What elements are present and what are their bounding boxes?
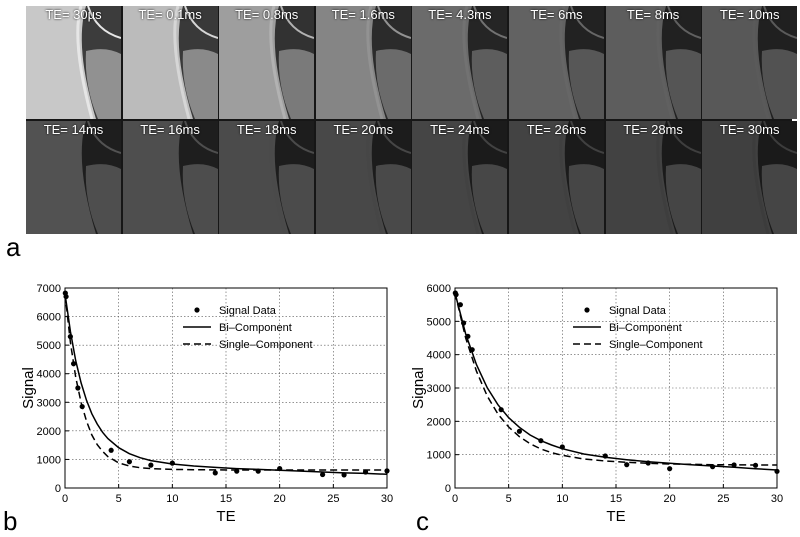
tile-te-label: TE= 26ms — [526, 122, 587, 137]
mri-tile: TE= 0.8ms — [219, 6, 315, 119]
tile-te-label: TE= 0.8ms — [235, 7, 299, 22]
y-tick-label: 6000 — [427, 283, 451, 295]
signal-data-point — [212, 470, 218, 476]
legend-label: Bi–Component — [219, 322, 292, 334]
x-tick-label: 0 — [62, 493, 68, 505]
mri-tile: TE= 20ms — [315, 121, 411, 234]
x-tick-label: 15 — [610, 493, 622, 505]
signal-data-point — [624, 462, 630, 468]
y-tick-label: 6000 — [37, 312, 61, 324]
y-axis-label: Signal — [20, 367, 37, 409]
legend-marker-points — [194, 307, 200, 313]
panel-letter-c: c — [416, 506, 429, 536]
mri-tile: TE= 16ms — [122, 121, 218, 234]
legend-marker-points — [584, 307, 590, 313]
y-tick-label: 5000 — [427, 316, 451, 328]
mri-tile: TE= 0.1ms — [122, 6, 218, 119]
plot-frame — [64, 287, 388, 489]
single-component-line — [64, 293, 387, 471]
y-tick-label: 2000 — [37, 426, 61, 438]
y-tick-label: 2000 — [427, 416, 451, 428]
signal-data-point — [516, 428, 522, 434]
mri-tile: TE= 18ms — [219, 121, 315, 234]
signal-data-point — [108, 447, 114, 453]
x-tick-label: 25 — [717, 493, 729, 505]
panel-letter-a: a — [6, 232, 21, 262]
y-tick-label: 5000 — [37, 340, 61, 352]
mri-tile: TE= 28ms — [605, 121, 701, 234]
single-component-line — [454, 292, 777, 466]
mri-tile: TE= 6ms — [509, 6, 604, 119]
y-axis-label: Signal — [410, 367, 427, 409]
x-tick-label: 5 — [116, 493, 122, 505]
x-tick-label: 10 — [556, 493, 568, 505]
tile-te-label: TE= 6ms — [530, 7, 583, 22]
chart-b: 0 5 10 15 20 25 30 0 1000 2000 3000 4000 5000 6000 700… — [20, 283, 393, 525]
y-tick-label: 0 — [55, 483, 61, 495]
tile-te-label: TE= 18ms — [236, 122, 297, 137]
x-axis-label: TE — [606, 508, 625, 525]
bi-component-line — [64, 293, 388, 476]
legend-label: Bi–Component — [609, 322, 682, 334]
y-tick-label: 0 — [445, 483, 451, 495]
panel-letter-b: b — [3, 506, 18, 536]
mri-tile: TE= 24ms — [412, 121, 508, 234]
y-tick-label: 1000 — [37, 454, 61, 466]
y-tick-label: 7000 — [37, 283, 61, 295]
x-tick-label: 30 — [771, 493, 783, 505]
legend-label: Single–Component — [609, 339, 703, 351]
tile-te-label: TE= 10ms — [719, 7, 780, 22]
tile-te-label: TE= 1.6ms — [331, 7, 395, 22]
x-tick-label: 30 — [381, 493, 393, 505]
y-tick-label: 3000 — [427, 383, 451, 395]
mri-tile: TE= 10ms — [702, 6, 798, 119]
bi-component-line — [454, 292, 778, 471]
mri-tile: TE= 8ms — [605, 6, 701, 119]
legend-label: Single–Component — [219, 339, 313, 351]
tile-te-label: TE= 30ms — [719, 122, 780, 137]
x-tick-label: 5 — [506, 493, 512, 505]
mri-tile: TE= 26ms — [509, 121, 604, 234]
y-tick-label: 4000 — [37, 369, 61, 381]
mri-image-grid: TE= 30µs TE= 0.1ms TE= 0.8ms TE= 1.6ms TE= 4… — [26, 6, 798, 234]
tile-te-label: TE= 24ms — [430, 122, 490, 137]
x-tick-label: 25 — [327, 493, 339, 505]
y-tick-label: 4000 — [427, 350, 451, 362]
tile-te-label: TE= 20ms — [333, 122, 394, 137]
mri-tile: TE= 1.6ms — [315, 6, 411, 119]
tile-te-label: TE= 28ms — [623, 122, 683, 137]
mri-tile: TE= 30ms — [702, 121, 798, 234]
tile-te-label: TE= 8ms — [626, 7, 680, 22]
signal-data-point — [667, 466, 673, 472]
x-tick-label: 0 — [452, 493, 458, 505]
tile-te-label: TE= 0.1ms — [138, 7, 202, 22]
x-axis-label: TE — [216, 508, 235, 525]
tile-te-label: TE= 16ms — [140, 122, 200, 137]
signal-data-point — [320, 471, 326, 478]
x-tick-label: 15 — [220, 493, 232, 505]
mri-tile: TE= 30µs — [26, 6, 121, 119]
x-tick-label: 10 — [166, 493, 178, 505]
x-tick-label: 20 — [664, 493, 676, 505]
legend-label: Signal Data — [219, 305, 277, 317]
x-tick-label: 20 — [274, 493, 286, 505]
chart-c: 0 5 10 15 20 25 30 0 1000 2000 3000 4000 5000 6000 TE S… — [410, 283, 783, 525]
signal-data-point — [126, 459, 132, 465]
tile-te-label: TE= 14ms — [43, 122, 104, 137]
mri-tile: TE= 4.3ms — [412, 6, 508, 119]
signal-data-point — [75, 385, 81, 391]
legend-label: Signal Data — [609, 305, 667, 317]
tile-te-label: TE= 4.3ms — [428, 7, 492, 22]
y-tick-label: 3000 — [37, 397, 61, 409]
y-tick-label: 1000 — [427, 450, 451, 462]
signal-data-point — [148, 462, 154, 468]
signal-data-point — [384, 468, 390, 474]
tile-te-label: TE= 30µs — [45, 7, 102, 22]
mri-tile: TE= 14ms — [26, 121, 121, 234]
